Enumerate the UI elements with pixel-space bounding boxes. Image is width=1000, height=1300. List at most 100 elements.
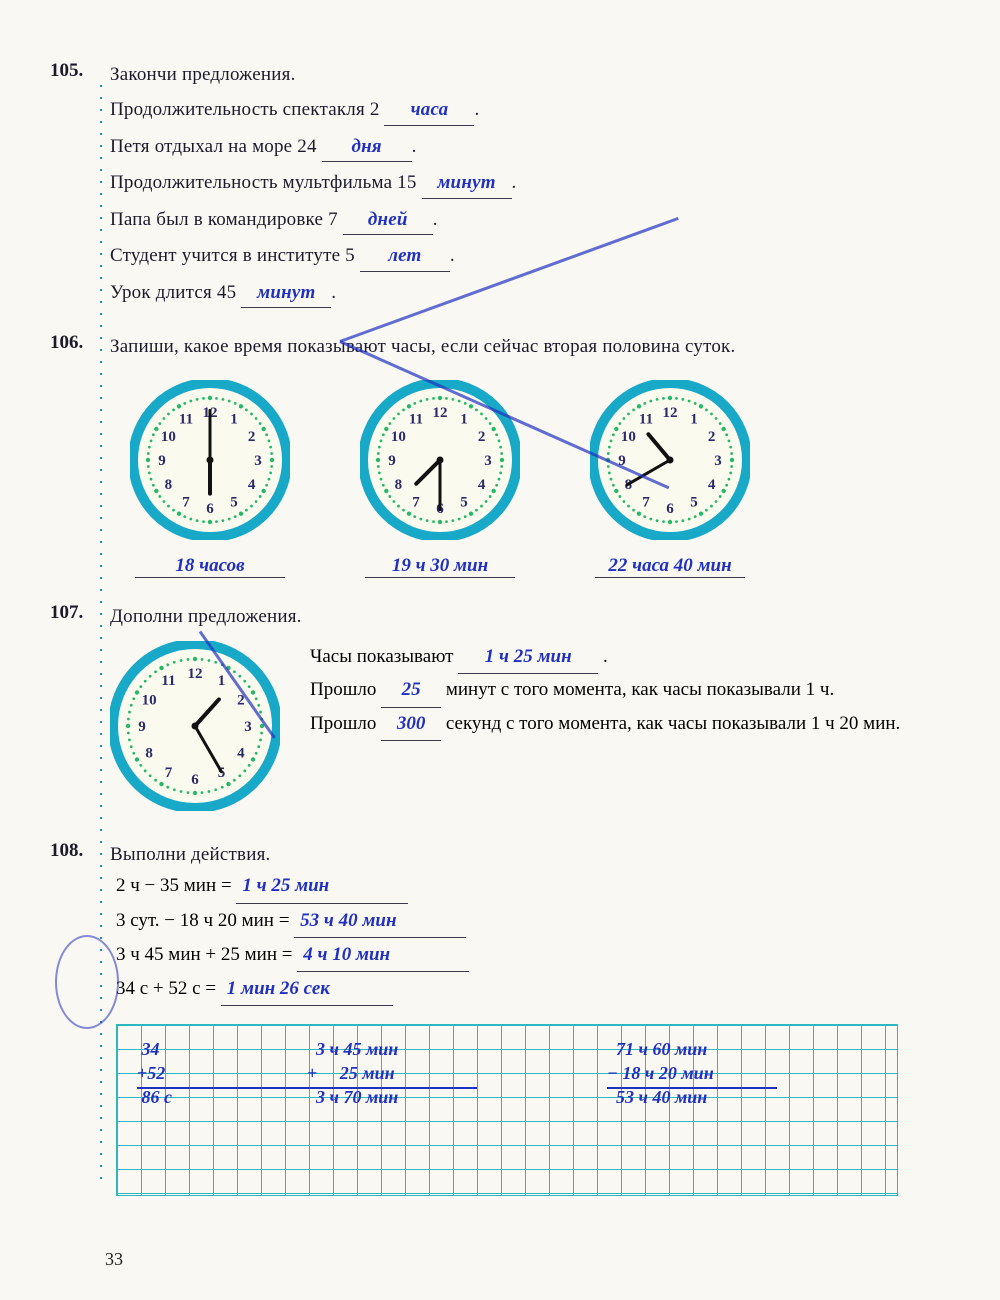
- answer: 1 ч 25 мин: [236, 869, 408, 903]
- answer: 300: [381, 708, 441, 741]
- svg-text:9: 9: [138, 719, 146, 735]
- svg-text:8: 8: [395, 477, 403, 493]
- svg-text:10: 10: [391, 429, 406, 445]
- svg-text:12: 12: [663, 405, 678, 421]
- task-number: 105.: [50, 60, 83, 82]
- page-number: 33: [105, 1249, 123, 1270]
- fill-sentence: Папа был в командировке 7 дней.: [110, 205, 930, 235]
- expression: 3 сут. − 18 ч 20 мин =: [116, 910, 294, 931]
- clock: 121234567891011: [360, 380, 520, 545]
- text: Прошло: [310, 679, 381, 700]
- task-prompt: Выполни действия.: [110, 840, 930, 869]
- answer: дня: [322, 132, 412, 162]
- svg-text:8: 8: [145, 745, 153, 761]
- svg-text:12: 12: [433, 405, 448, 421]
- svg-text:2: 2: [248, 429, 256, 445]
- task-108: 108. Выполни действия. 2 ч − 35 мин = 1 …: [110, 840, 930, 1196]
- margin-dots: [100, 80, 102, 1180]
- svg-text:3: 3: [244, 719, 252, 735]
- clock: 121234567891011: [110, 641, 280, 816]
- svg-text:4: 4: [237, 745, 245, 761]
- text: Прошло: [310, 713, 381, 734]
- clocks-row: 12123456789101118 часов12123456789101119…: [130, 380, 930, 578]
- svg-text:11: 11: [179, 411, 193, 427]
- calc-line: 3 сут. − 18 ч 20 мин = 53 ч 40 мин: [116, 904, 930, 938]
- fill-sentence: Продолжительность спектакля 2 часа.: [110, 95, 930, 125]
- svg-text:10: 10: [142, 692, 157, 708]
- clock-answer: 18 часов: [135, 555, 285, 578]
- answer: 4 ч 10 мин: [297, 938, 469, 972]
- svg-text:7: 7: [642, 494, 650, 510]
- clock: 121234567891011: [130, 380, 290, 545]
- expression: 3 ч 45 мин + 25 мин =: [116, 944, 297, 965]
- svg-text:9: 9: [388, 453, 396, 469]
- sentence: Прошло 25 минут с того момента, как часы…: [310, 674, 930, 707]
- text: .: [450, 245, 455, 266]
- answer: лет: [360, 241, 450, 271]
- fill-sentence: Петя отдыхал на море 24 дня.: [110, 132, 930, 162]
- text: .: [474, 99, 479, 120]
- svg-text:4: 4: [708, 477, 716, 493]
- fill-sentence: Продолжительность мультфильма 15 минут.: [110, 168, 930, 198]
- svg-text:10: 10: [621, 429, 636, 445]
- svg-text:8: 8: [165, 477, 173, 493]
- svg-text:3: 3: [254, 453, 262, 469]
- text: Часы показывают: [310, 646, 458, 667]
- svg-text:12: 12: [188, 666, 203, 682]
- text: .: [512, 172, 517, 193]
- svg-text:9: 9: [158, 453, 166, 469]
- svg-text:7: 7: [165, 765, 173, 781]
- calc-line: 3 ч 45 мин + 25 мин = 4 ч 10 мин: [116, 938, 930, 972]
- column-calc: 3 ч 45 мин + 25 мин 3 ч 70 мин: [307, 1037, 398, 1109]
- svg-text:6: 6: [206, 501, 214, 517]
- task-number: 108.: [50, 840, 83, 862]
- answer: 1 мин 26 сек: [221, 972, 393, 1006]
- calc-line: 34 с + 52 с = 1 мин 26 сек: [116, 972, 930, 1006]
- svg-text:1: 1: [690, 411, 698, 427]
- svg-text:6: 6: [666, 501, 674, 517]
- calc-rule: [137, 1087, 307, 1089]
- svg-text:3: 3: [484, 453, 492, 469]
- text: .: [433, 209, 438, 230]
- svg-text:7: 7: [412, 494, 420, 510]
- column-calc: 71 ч 60 мин − 18 ч 20 мин 53 ч 40 мин: [607, 1037, 714, 1109]
- fill-sentence: Урок длится 45 минут.: [110, 278, 930, 308]
- task-prompt: Запиши, какое время показывают часы, есл…: [110, 332, 930, 361]
- svg-text:4: 4: [478, 477, 486, 493]
- calc-rule: [307, 1087, 477, 1089]
- svg-text:11: 11: [409, 411, 423, 427]
- expression: 2 ч − 35 мин =: [116, 875, 236, 896]
- task-106: 106. Запиши, какое время показывают часы…: [110, 332, 930, 577]
- calc-line: 2 ч − 35 мин = 1 ч 25 мин: [116, 869, 930, 903]
- clock-answer: 19 ч 30 мин: [365, 555, 515, 578]
- text: .: [412, 136, 417, 157]
- text: Продолжительность спектакля 2: [110, 99, 384, 120]
- workbook-page: 105. Закончи предложения. Продолжительно…: [0, 0, 1000, 1300]
- answer: часа: [384, 95, 474, 125]
- column-calc: 34 +52 86 с: [137, 1037, 172, 1109]
- text: Продолжительность мультфильма 15: [110, 172, 422, 193]
- clock-answer: 22 часа 40 мин: [595, 555, 745, 578]
- svg-text:7: 7: [182, 494, 190, 510]
- text: .: [331, 282, 336, 303]
- svg-text:1: 1: [218, 673, 226, 689]
- svg-text:1: 1: [230, 411, 238, 427]
- sentence: Прошло 300 секунд с того момента, как ча…: [310, 708, 930, 741]
- answer: 25: [381, 674, 441, 707]
- task-107-body: 121234567891011 Часы показывают 1 ч 25 м…: [110, 641, 930, 816]
- text: Студент учится в институте 5: [110, 245, 360, 266]
- answer: 1 ч 25 мин: [458, 641, 598, 674]
- svg-text:11: 11: [161, 673, 175, 689]
- clock-block: 12123456789101122 часа 40 мин: [590, 380, 750, 578]
- svg-text:2: 2: [708, 429, 716, 445]
- expression: 34 с + 52 с =: [116, 978, 221, 999]
- task-number: 106.: [50, 332, 83, 354]
- text: секунд с того момента, как часы показыва…: [446, 713, 900, 734]
- svg-text:6: 6: [191, 772, 199, 788]
- task-107: 107. Дополни предложения. 12123456789101…: [110, 602, 930, 816]
- clock-block: 12123456789101118 часов: [130, 380, 290, 578]
- answer: 53 ч 40 мин: [294, 904, 466, 938]
- calc-rows: 2 ч − 35 мин = 1 ч 25 мин3 сут. − 18 ч 2…: [110, 869, 930, 1006]
- text: Папа был в командировке 7: [110, 209, 343, 230]
- sentence: Часы показывают 1 ч 25 мин .: [310, 641, 930, 674]
